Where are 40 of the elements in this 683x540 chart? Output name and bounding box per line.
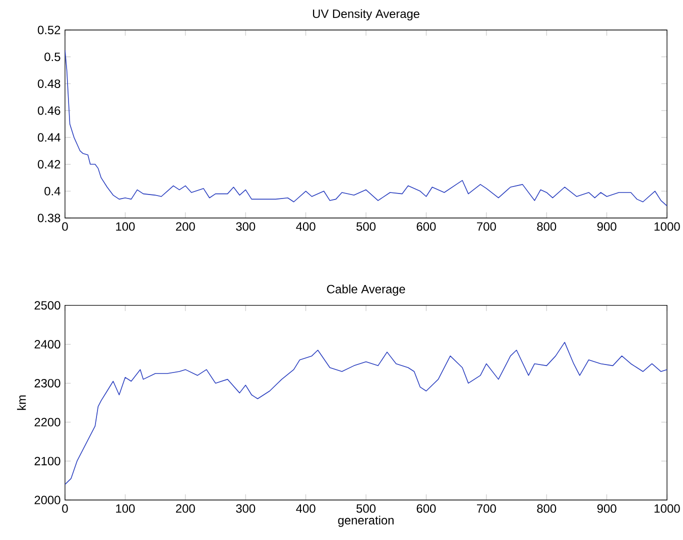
y-tick-label: 0.48 bbox=[38, 79, 60, 88]
x-tick-label: 400 bbox=[296, 222, 316, 231]
y-tick-label: 2200 bbox=[34, 418, 60, 426]
x-tick-label: 1000 bbox=[654, 504, 680, 513]
x-tick-label: 600 bbox=[416, 504, 436, 513]
y-tick-label: 0.4 bbox=[44, 186, 60, 196]
y-tick-label: 0.52 bbox=[38, 26, 60, 34]
x-tick-label: 600 bbox=[416, 222, 436, 231]
x-tick-label: 0 bbox=[62, 222, 68, 231]
x-tick-label: 300 bbox=[236, 222, 256, 231]
y-axis-title: km bbox=[17, 395, 26, 410]
x-tick-label: 800 bbox=[537, 222, 556, 231]
x-tick-label: 1000 bbox=[654, 222, 680, 231]
x-tick-label: 700 bbox=[476, 504, 496, 513]
x-tick-label: 700 bbox=[476, 222, 496, 231]
y-tick-label: 2300 bbox=[34, 378, 60, 388]
x-axis-title: generation bbox=[338, 516, 394, 527]
x-tick-label: 500 bbox=[356, 504, 376, 513]
x-tick-label: 400 bbox=[296, 504, 316, 513]
chart-title: UV Density Average bbox=[313, 9, 420, 20]
x-tick-label: 100 bbox=[116, 504, 135, 513]
y-tick-label: 0.42 bbox=[38, 160, 60, 169]
x-tick-label: 0 bbox=[62, 504, 68, 513]
x-tick-label: 100 bbox=[116, 222, 135, 231]
y-tick-label: 2000 bbox=[34, 496, 60, 504]
x-tick-label: 800 bbox=[537, 504, 556, 513]
y-tick-label: 0.44 bbox=[38, 133, 60, 142]
y-tick-label: 2500 bbox=[34, 301, 60, 310]
y-tick-label: 0.5 bbox=[44, 52, 60, 62]
x-tick-label: 900 bbox=[597, 504, 616, 513]
y-tick-label: 2100 bbox=[34, 456, 60, 466]
x-tick-label: 900 bbox=[597, 222, 616, 231]
x-tick-label: 200 bbox=[176, 222, 195, 231]
y-tick-label: 0.46 bbox=[38, 106, 60, 115]
x-tick-label: 300 bbox=[236, 504, 256, 513]
y-tick-label: 0.38 bbox=[38, 214, 60, 222]
x-tick-label: 200 bbox=[176, 504, 195, 513]
y-tick-label: 2400 bbox=[34, 340, 60, 349]
x-tick-label: 500 bbox=[356, 222, 376, 231]
chart-title: Cable Average bbox=[327, 284, 406, 296]
